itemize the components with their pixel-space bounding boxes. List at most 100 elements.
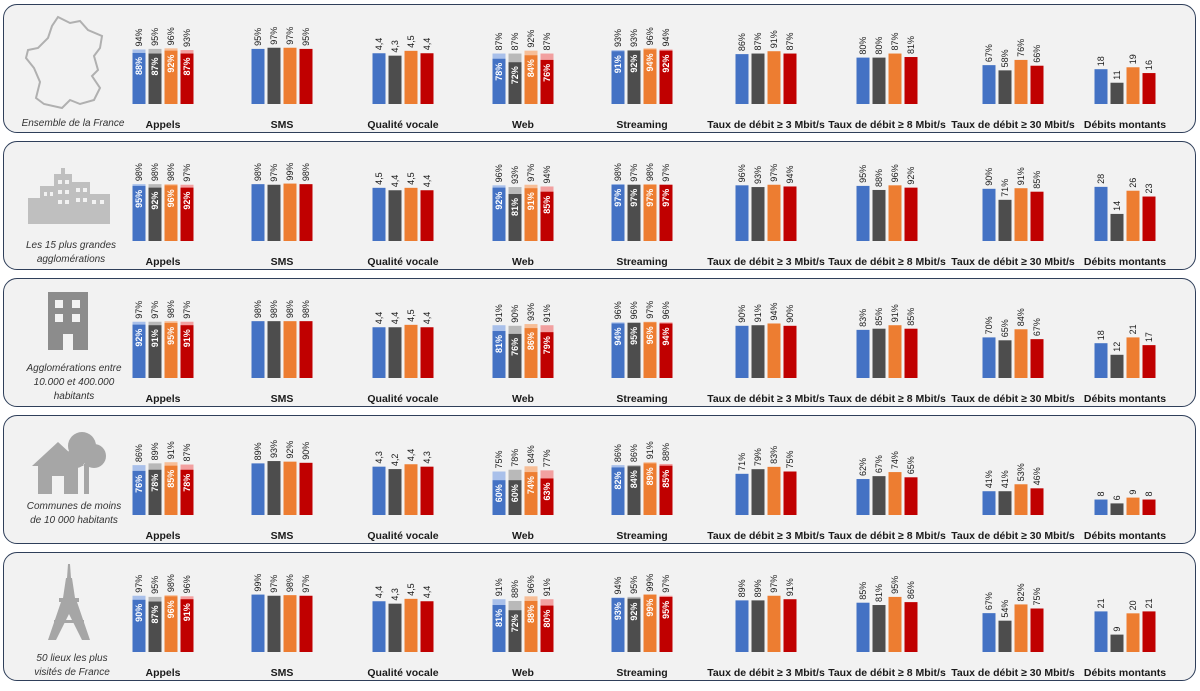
data-label: 95% (858, 165, 868, 183)
bar (299, 321, 313, 378)
data-label-outer: 90% (510, 305, 520, 323)
bar (251, 48, 265, 104)
data-label: 91% (890, 304, 900, 322)
data-label-inner: 91% (182, 329, 192, 347)
bar-inner (611, 323, 625, 378)
metric-caption: Appels (145, 530, 181, 542)
bar-inner (148, 601, 162, 652)
metric-caption: Web (512, 119, 534, 131)
bar (283, 321, 297, 378)
data-label-inner: 92% (494, 192, 504, 210)
data-label-outer: 95% (150, 28, 160, 46)
metric-caption: Streaming (616, 667, 668, 679)
bar (856, 329, 870, 378)
eiffel-tower-icon (48, 564, 90, 640)
data-label-inner: 97% (613, 189, 623, 207)
bar-inner (611, 51, 625, 104)
data-label-outer: 97% (182, 301, 192, 319)
metric-group: 89% 89% 97% 91% (735, 575, 797, 652)
data-label: 8 (1144, 492, 1154, 497)
bar-inner (164, 50, 178, 104)
data-label: 97% (769, 575, 779, 593)
data-label-outer: 96% (494, 164, 504, 182)
bar (420, 53, 434, 104)
data-label-outer: 93% (510, 166, 520, 184)
metric-group: 4,4 4,3 4,5 4,4 (372, 583, 434, 652)
data-label-outer: 86% (629, 444, 639, 462)
data-label-inner: 94% (613, 327, 623, 345)
data-label-inner: 94% (645, 53, 655, 71)
bar (856, 479, 870, 515)
metric-caption: Appels (145, 393, 181, 405)
data-label: 18 (1096, 56, 1106, 66)
data-label-inner: 76% (510, 338, 520, 356)
data-label-inner: 92% (166, 55, 176, 73)
data-label-outer: 94% (613, 576, 623, 594)
data-label-outer: 98% (134, 163, 144, 181)
data-label-outer: 95% (629, 576, 639, 594)
bar (283, 461, 297, 515)
bar (1014, 484, 1028, 515)
metric-caption: Qualité vocale (367, 667, 439, 679)
data-label-outer: 93% (613, 29, 623, 47)
data-label: 11 (1112, 70, 1122, 79)
data-label: 16 (1144, 60, 1154, 70)
bar (1142, 196, 1156, 241)
data-label: 89% (753, 579, 763, 597)
data-label: 23 (1144, 184, 1154, 194)
data-label-outer: 87% (510, 33, 520, 51)
data-label: 98% (269, 300, 279, 318)
data-label-outer: 97% (134, 575, 144, 593)
bar-inner (627, 50, 641, 104)
data-label-outer: 98% (613, 163, 623, 181)
data-label: 80% (874, 37, 884, 55)
data-label-inner: 79% (542, 336, 552, 354)
bar-inner (508, 610, 522, 652)
metric-caption: Web (512, 530, 534, 542)
data-label: 95% (301, 28, 311, 46)
bar (1126, 190, 1140, 241)
bar-inner (180, 469, 194, 515)
metric-group: 87% 78% 87% 72% 92% 84% 87% 76% (492, 30, 554, 104)
data-label: 75% (1032, 587, 1042, 605)
metric-group: 67% 58% 76% 66% (982, 39, 1044, 104)
data-label: 4,5 (406, 583, 416, 596)
data-label: 67% (984, 44, 994, 62)
bar-inner (611, 184, 625, 241)
data-label-inner: 88% (134, 57, 144, 75)
bar (751, 325, 765, 378)
data-label-inner: 97% (645, 189, 655, 207)
bar (299, 48, 313, 104)
bar (1014, 59, 1028, 104)
metric-group: 80% 80% 87% 81% (856, 33, 918, 104)
bar (751, 469, 765, 515)
data-label-outer: 91% (166, 441, 176, 459)
bar (904, 602, 918, 652)
data-label-outer: 97% (150, 301, 160, 319)
metric-caption: Streaming (616, 393, 668, 405)
data-label: 4,4 (422, 586, 432, 599)
data-label-outer: 96% (629, 301, 639, 319)
bar (251, 184, 265, 241)
data-label: 91% (753, 304, 763, 322)
data-label: 53% (1016, 463, 1026, 481)
metric-caption: Taux de débit ≥ 3 Mbit/s (707, 256, 825, 268)
data-label-inner: 60% (494, 484, 504, 502)
data-label: 83% (769, 446, 779, 464)
bar-inner (540, 191, 554, 241)
data-label-outer: 91% (645, 441, 655, 459)
data-label: 4,4 (374, 312, 384, 325)
bar-inner (611, 467, 625, 515)
bar (982, 65, 996, 104)
data-label-inner: 85% (166, 470, 176, 488)
data-label: 4,4 (422, 175, 432, 188)
bar (267, 184, 281, 241)
bar-inner (180, 325, 194, 378)
data-label-inner: 91% (526, 192, 536, 210)
data-label: 28 (1096, 174, 1106, 184)
data-label-outer: 97% (182, 164, 192, 182)
data-label: 81% (906, 36, 916, 54)
bar (767, 323, 781, 378)
data-label: 88% (874, 169, 884, 187)
data-label-inner: 87% (150, 606, 160, 624)
